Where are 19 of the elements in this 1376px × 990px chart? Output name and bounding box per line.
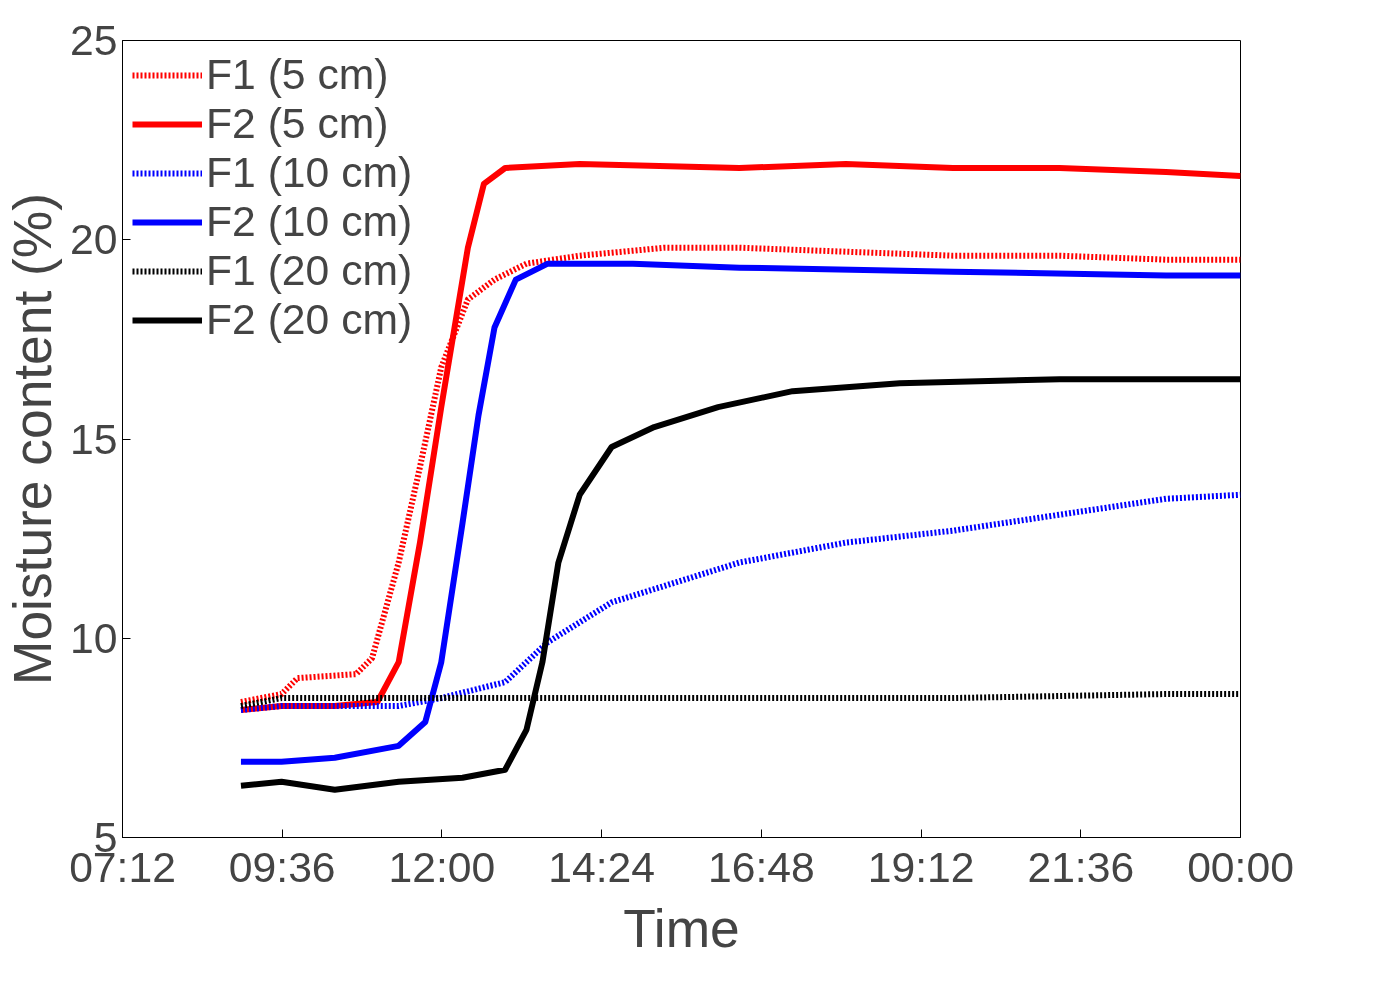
x-tick-label: 00:00 xyxy=(1187,842,1294,891)
legend-label: F1 (20 cm) xyxy=(206,246,413,295)
legend-label: F1 (10 cm) xyxy=(206,148,413,197)
y-tick-label: 10 xyxy=(70,613,118,662)
legend-label: F2 (5 cm) xyxy=(206,99,389,148)
x-tick-label: 12:00 xyxy=(388,842,496,891)
legend-label: F1 (5 cm) xyxy=(206,50,389,99)
x-tick-label: 21:36 xyxy=(1027,842,1135,891)
legend-label: F2 (20 cm) xyxy=(206,295,413,344)
y-tick-label: 20 xyxy=(70,215,118,264)
y-tick-label: 25 xyxy=(70,16,118,64)
y-tick-label: 15 xyxy=(70,414,118,463)
x-tick-label: 19:12 xyxy=(867,842,975,891)
legend-label: F2 (10 cm) xyxy=(206,197,413,246)
y-axis-title: Moisture content (%) xyxy=(3,193,63,685)
x-tick-label: 16:48 xyxy=(707,842,815,891)
x-tick-label: 09:36 xyxy=(228,842,336,891)
x-tick-label: 14:24 xyxy=(548,842,656,891)
x-axis-title: Time xyxy=(623,898,740,958)
